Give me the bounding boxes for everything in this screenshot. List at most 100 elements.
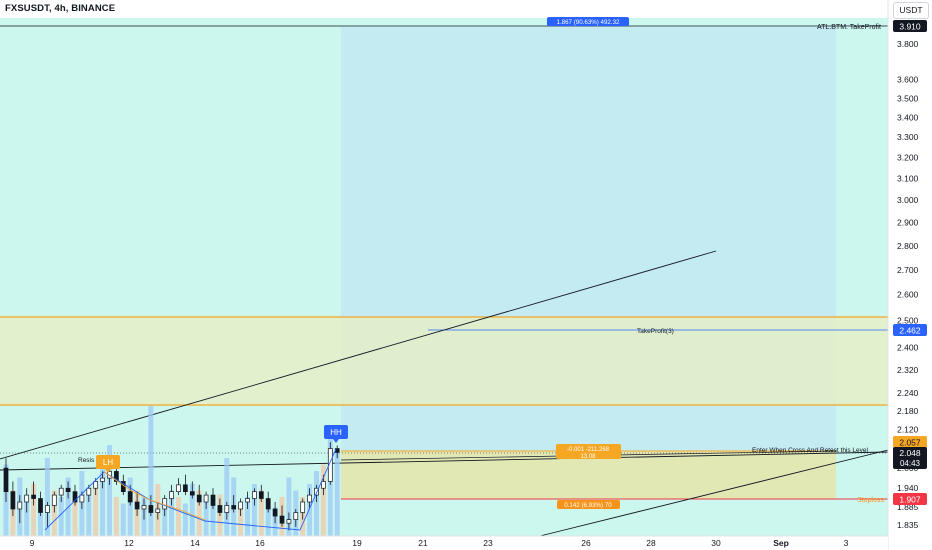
time-tick-10: Sep [773,538,789,548]
time-tick-6: 23 [483,538,493,548]
time-axis[interactable] [0,536,888,550]
volume-bar-5 [38,503,43,536]
resistance-trend-line [0,451,889,471]
volume-bar-4 [31,484,37,536]
candle-41 [286,512,292,531]
time-axis-ticks: 9 12 14 16 19 21 23 26 28 30 Sep 3 [30,538,849,548]
volume-bar-48 [334,451,340,536]
candlesticks [3,442,340,531]
price-tick-21: 1.835 [897,520,919,530]
candle-13 [93,478,99,496]
volume-bar-38 [265,499,271,536]
candle-29 [203,491,209,509]
price-tick-19: 1.940 [897,483,919,493]
time-tick-7: 26 [581,538,591,548]
volume-bar-29 [203,497,209,536]
entry-stats-text-1: -0.001 -211.268 [567,447,610,453]
candle-28 [196,484,202,506]
price-tick-11: 2.600 [897,290,919,300]
price-tick-2: 3.500 [897,93,919,103]
price-tick-7: 3.000 [897,195,919,205]
volume-bar-3 [24,497,30,536]
resistance-price: 2.057 [899,438,921,448]
candle-1 [10,481,16,517]
candle-32 [224,501,230,520]
volume-bar-18 [127,477,133,536]
hh-label-text: HH [330,428,342,437]
time-tick-0: 9 [30,538,35,548]
price-tick-14: 2.320 [897,365,919,375]
volume-bar-32 [224,458,230,536]
price-tick-17: 2.120 [897,425,919,435]
atl-takeprofit-label: ATL.BTM. TakeProfit [817,24,881,31]
candle-3 [24,488,30,513]
volume-bar-25 [176,497,181,536]
takeprofit-3-price-tag: 2.462 [893,324,927,336]
resistance-zone [0,317,888,405]
volume-bar-30 [210,499,216,536]
price-tick-8: 2.900 [897,218,919,228]
price-tick-13: 2.400 [897,343,919,353]
atl-takeprofit-price-tag: 3.910 [893,20,927,32]
candle-2 [17,495,23,524]
stoploss-price-tag: 1.907 [893,493,927,505]
volume-bar-28 [196,490,202,536]
price-axis-ticks: 3.800 3.600 3.500 3.400 3.300 3.200 3.100 3.000… [897,39,919,530]
candle-36 [252,488,257,506]
candle-30 [210,488,216,509]
candle-25 [176,478,181,496]
price-tick-12: 2.500 [897,316,919,326]
volume-bar-8 [58,497,64,536]
support-trend-line [539,449,889,537]
candle-11 [79,491,85,509]
time-tick-1: 12 [124,538,134,548]
volume-bar-23 [162,499,168,536]
candle-27 [189,481,195,499]
time-tick-3: 16 [255,538,265,548]
volume-bar-24 [169,490,175,536]
price-tick-3: 3.400 [897,112,919,122]
volume-bar-14 [100,464,106,536]
target-stats-badge[interactable]: 1.867 (90.63%) 492.32 [547,17,629,26]
volume-bar-36 [251,484,257,536]
candle-7 [51,491,57,513]
lh-label[interactable]: LH [96,455,120,473]
volume-bar-41 [286,477,292,536]
current-price: 2.048 [899,448,921,458]
volume-bar-45 [314,471,319,536]
enter-rule-label: Enter When Cross And Retest this Level [752,447,869,454]
candle-6 [45,501,50,527]
candle-44 [307,488,312,509]
candle-42 [293,508,299,527]
candle-39 [272,501,278,524]
volume-bar-16 [113,497,119,536]
candle-0 [3,458,9,502]
chart-title[interactable]: FXSUSDT, 4h, BINANCE [5,3,116,14]
time-tick-5: 21 [418,538,428,548]
volume-bar-37 [258,490,264,536]
hh-label[interactable]: HH [324,425,348,443]
stoploss-price: 1.907 [899,495,921,505]
time-tick-9: 30 [711,538,721,548]
volume-bar-44 [307,484,313,536]
resistance-price-tag: 2.057 [893,436,927,448]
candle-9 [65,481,71,499]
candle-33 [231,495,237,513]
price-tick-1: 3.600 [897,75,919,85]
bar-countdown: 04:43 [900,459,921,468]
currency-selector[interactable]: USDT [893,2,929,19]
takeprofit-3-label: TakeProfit(3) [637,328,674,335]
volume-bar-10 [72,499,78,536]
zigzag-pattern-line [44,448,337,531]
volume-bar-6 [44,458,50,536]
volume-bar-17 [120,503,126,536]
stop-stats-badge[interactable]: 0.142 (6.93%) 70 [557,500,620,509]
time-tick-2: 14 [190,538,200,548]
volume-bar-13 [93,484,99,536]
resis-label: Resis [78,457,95,464]
candle-10 [72,484,78,506]
lh-label-text: LH [103,458,113,467]
entry-stats-badge[interactable]: -0.001 -211.268 13.08 [556,444,621,460]
candle-31 [217,498,223,517]
